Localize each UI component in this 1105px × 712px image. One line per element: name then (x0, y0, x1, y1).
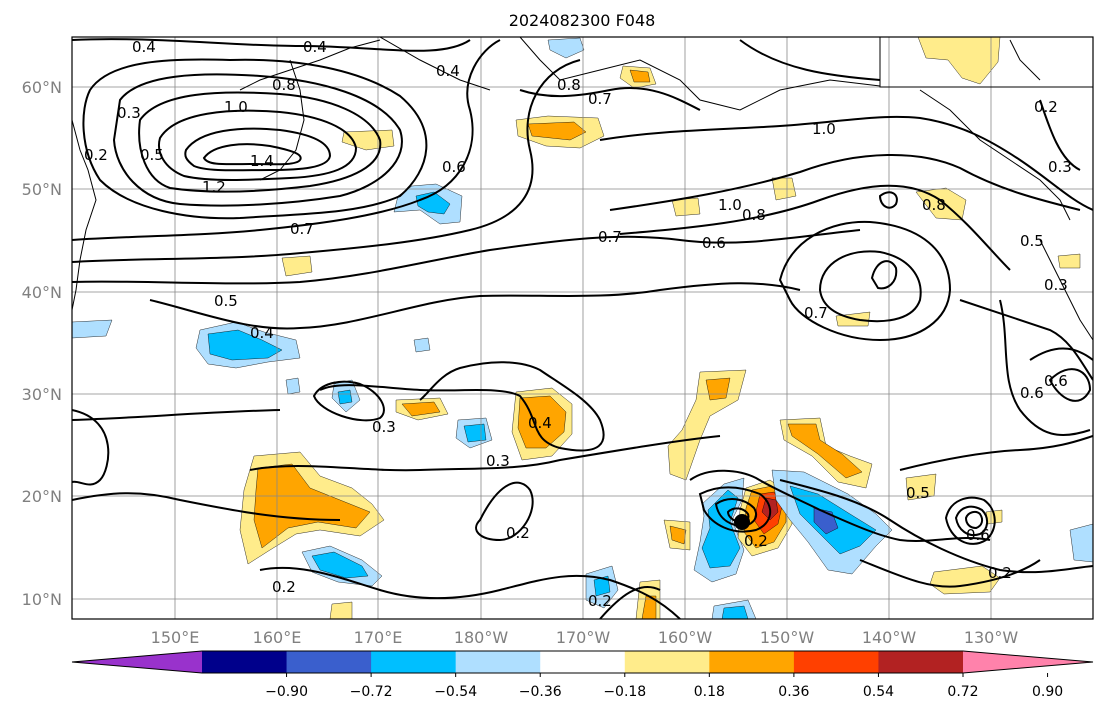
lon-label: 170°W (556, 628, 611, 647)
shaded-fields (72, 37, 1093, 619)
colorbar-tick-label: −0.54 (434, 684, 477, 700)
colorbar-segment (202, 651, 288, 673)
contour-label: 0.2 (84, 146, 108, 164)
contour-label: 0.5 (214, 292, 238, 310)
colorbar-tick-label: 0.18 (694, 684, 725, 700)
colorbar-segment (793, 651, 879, 673)
contour-label: 0.4 (132, 38, 156, 56)
hurricane-center-marker (734, 514, 750, 530)
contour-label: 0.3 (1044, 276, 1068, 294)
map-title: 2024082300 F048 (509, 11, 656, 30)
contour-label: 0.7 (290, 220, 314, 238)
colorbar-segment (624, 651, 710, 673)
lat-label: 20°N (22, 487, 62, 506)
lat-label: 30°N (22, 385, 62, 404)
contour-label: 0.2 (1034, 98, 1058, 116)
lon-label: 130°W (964, 628, 1019, 647)
colorbar-segment (455, 651, 541, 673)
contour-label: 0.2 (272, 578, 296, 596)
lon-label: 170°E (354, 628, 403, 647)
contour-label: 1.2 (202, 178, 226, 196)
lon-label: 160°E (253, 628, 302, 647)
colorbar-outline (71, 650, 1094, 674)
contour-label: 1.0 (718, 196, 742, 214)
contour-label: 0.5 (1020, 232, 1044, 250)
contour-label: 1.0 (224, 98, 248, 116)
colorbar-tick-label: −0.18 (603, 684, 646, 700)
contour-label: 0.2 (988, 564, 1012, 582)
contour-label: 0.3 (486, 452, 510, 470)
colorbar-tick-label: −0.72 (350, 684, 393, 700)
contour-label-layer: 0.4 0.4 0.4 0.8 0.7 1.0 0.8 1.4 1.2 0.3 … (84, 38, 1072, 610)
contour-label: 0.6 (1020, 384, 1044, 402)
colorbar-tick-label: 0.54 (863, 684, 894, 700)
contour-label: 0.3 (117, 104, 141, 122)
map-frame (71, 36, 1094, 620)
contour-label: 1.4 (250, 152, 274, 170)
colorbar-extend-low (72, 651, 202, 673)
contour-label: 0.3 (372, 418, 396, 436)
lat-label: 60°N (22, 78, 62, 97)
lat-label: 40°N (22, 283, 62, 302)
lon-label: 140°W (862, 628, 917, 647)
colorbar-tick-label: 0.36 (778, 684, 809, 700)
colorbar-tick-label: 0.72 (947, 684, 978, 700)
contour-label: 0.4 (250, 324, 274, 342)
colorbar-segment (540, 651, 626, 673)
lon-label: 180°W (454, 628, 509, 647)
lon-label: 150°E (151, 628, 200, 647)
lon-label: 160°W (658, 628, 713, 647)
latitude-labels: 60°N 50°N 40°N 30°N 20°N 10°N (22, 78, 62, 609)
colorbar-tick-label: −0.90 (265, 684, 308, 700)
contour-label: 0.6 (702, 234, 726, 252)
contour-label: 0.7 (588, 90, 612, 108)
colorbar-tick-label: 0.90 (1032, 684, 1063, 700)
colorbar-segment (878, 651, 964, 673)
contour-label: 0.2 (588, 592, 612, 610)
colorbar: −0.90 −0.72 −0.54 −0.36 −0.18 0.18 0.36 0.54 0.7… (71, 650, 1094, 700)
colorbar-tick-label: −0.36 (519, 684, 562, 700)
contour-label: 0.8 (557, 76, 581, 94)
contour-label: 0.6 (966, 526, 990, 544)
contour-label: 0.4 (303, 38, 327, 56)
contour-label: 0.4 (436, 62, 460, 80)
contour-label: 0.6 (1044, 372, 1068, 390)
contour-label: 1.0 (812, 120, 836, 138)
lon-label: 150°W (760, 628, 815, 647)
gridlines (72, 37, 1093, 619)
contour-label: 0.7 (598, 228, 622, 246)
map-panel: 0.4 0.4 0.4 0.8 0.7 1.0 0.8 1.4 1.2 0.3 … (71, 36, 1094, 620)
contour-label: 0.7 (804, 304, 828, 322)
contour-label: 0.8 (272, 76, 296, 94)
colorbar-extend-high (963, 651, 1093, 673)
contour-label: 0.6 (442, 158, 466, 176)
lat-label: 50°N (22, 180, 62, 199)
lat-label: 10°N (22, 590, 62, 609)
contour-lines (72, 38, 1093, 619)
colorbar-segment (709, 651, 795, 673)
contour-label: 0.8 (742, 206, 766, 224)
contour-label: 0.2 (506, 524, 530, 542)
contour-label: 0.4 (528, 414, 552, 432)
colorbar-segment (371, 651, 457, 673)
coastlines (72, 37, 1093, 341)
contour-label: 0.3 (1048, 158, 1072, 176)
longitude-labels: 150°E 160°E 170°E 180°W 170°W 160°W 150°… (151, 628, 1019, 647)
colorbar-segment (286, 651, 372, 673)
contour-label: 0.5 (140, 146, 164, 164)
contour-label: 0.2 (744, 532, 768, 550)
contour-label: 0.8 (922, 196, 946, 214)
contour-label: 0.5 (906, 484, 930, 502)
